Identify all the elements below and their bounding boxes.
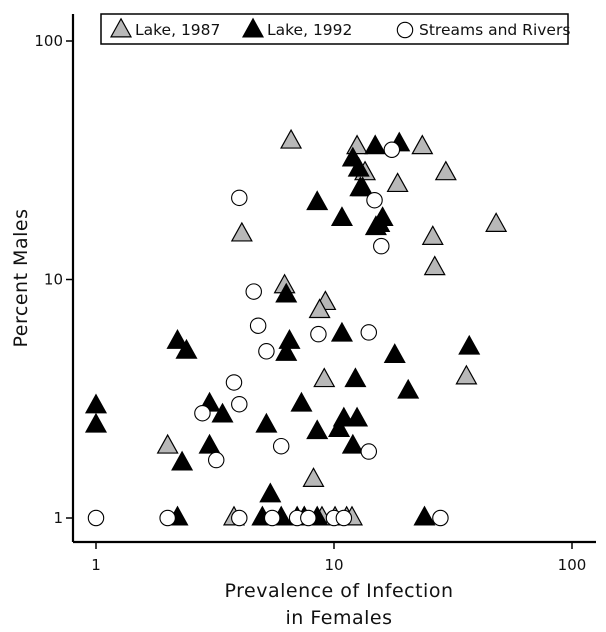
triangle-point: [346, 134, 369, 155]
triangle-point: [156, 433, 179, 454]
circle-point: [366, 191, 383, 209]
triangle-point: [198, 433, 221, 454]
circle-point: [335, 509, 353, 527]
x-tick-label: 1: [91, 556, 101, 574]
legend-marker: [241, 17, 265, 38]
circle-point: [263, 509, 281, 527]
y-tick-label: 10: [44, 271, 63, 289]
data-points: [84, 128, 508, 527]
circle-point: [272, 437, 290, 455]
triangle-point: [411, 134, 434, 155]
axes: [71, 14, 596, 544]
triangle-point: [302, 467, 325, 487]
triangle-point: [421, 225, 444, 245]
circle-point: [360, 324, 378, 341]
triangle-point: [278, 329, 301, 349]
triangle-point: [84, 412, 108, 433]
tick-group: 1 10 100 1 10 100: [34, 32, 586, 574]
x-axis-label-line-2: in Females: [286, 607, 393, 629]
triangle-point: [175, 338, 198, 359]
circle-point: [245, 283, 262, 300]
legend-label: Lake, 1992: [267, 21, 352, 39]
circle-point: [231, 509, 248, 527]
y-axis-label: Percent Males: [10, 209, 32, 348]
circle-point: [249, 317, 267, 334]
triangle-point: [230, 221, 253, 242]
circle-point: [373, 237, 390, 255]
triangle-point: [386, 172, 409, 193]
triangle-point: [211, 402, 234, 423]
circle-point: [231, 189, 248, 207]
circle-point: [360, 443, 378, 460]
triangle-point: [275, 282, 298, 303]
triangle-point: [397, 378, 420, 399]
triangle-point: [423, 255, 446, 276]
triangle-point: [344, 367, 367, 388]
triangle-point: [455, 364, 478, 385]
triangle-point: [259, 482, 282, 503]
legend: Lake, 1987 Lake, 1992 Streams and Rivers: [100, 13, 570, 45]
triangle-point: [313, 367, 336, 388]
legend-marker: [396, 21, 414, 39]
triangle-point: [330, 321, 353, 342]
circle-point: [225, 374, 243, 391]
triangle-point: [171, 450, 194, 471]
triangle-point: [341, 433, 364, 454]
circle-point: [383, 141, 401, 158]
triangle-point: [166, 329, 189, 349]
triangle-point: [306, 190, 329, 211]
circle-point: [207, 451, 225, 469]
triangle-point: [364, 134, 387, 155]
triangle-point: [330, 206, 353, 227]
x-tick-label: 100: [558, 556, 587, 574]
circle-point: [87, 509, 105, 527]
series-2: [87, 141, 449, 527]
triangle-point: [434, 160, 457, 181]
circle-point: [159, 509, 176, 527]
triangle-point: [84, 393, 108, 414]
triangle-point: [280, 128, 303, 149]
legend-marker: [109, 17, 133, 38]
triangle-point: [383, 343, 406, 363]
circle-point: [258, 343, 275, 360]
y-tick-label: 1: [53, 509, 63, 527]
triangle-point: [347, 156, 370, 177]
triangle-point: [485, 212, 508, 232]
triangle-point: [275, 340, 298, 361]
triangle-point: [458, 334, 481, 355]
circle-point: [300, 509, 317, 527]
legend-box: [100, 13, 569, 45]
triangle-point: [290, 391, 313, 412]
legend-label: Streams and Rivers: [419, 21, 570, 39]
circle-point: [231, 395, 248, 413]
x-tick-label: 10: [324, 556, 343, 574]
series-0: [156, 128, 508, 526]
triangle-point: [349, 176, 372, 197]
series-1: [84, 131, 481, 526]
x-axis-label-line-1: Prevalence of Infection: [225, 580, 454, 602]
triangle-point: [364, 215, 387, 236]
triangle-point: [306, 419, 329, 440]
legend-label: Lake, 1987: [135, 21, 220, 39]
circle-point: [432, 509, 449, 527]
triangle-point: [308, 298, 331, 319]
triangle-point: [255, 412, 278, 433]
circle-point: [194, 404, 211, 422]
y-tick-label: 100: [34, 32, 63, 50]
triangle-point: [346, 406, 369, 427]
triangle-point: [413, 505, 436, 526]
triangle-point: [328, 417, 351, 437]
circle-point: [310, 325, 327, 343]
